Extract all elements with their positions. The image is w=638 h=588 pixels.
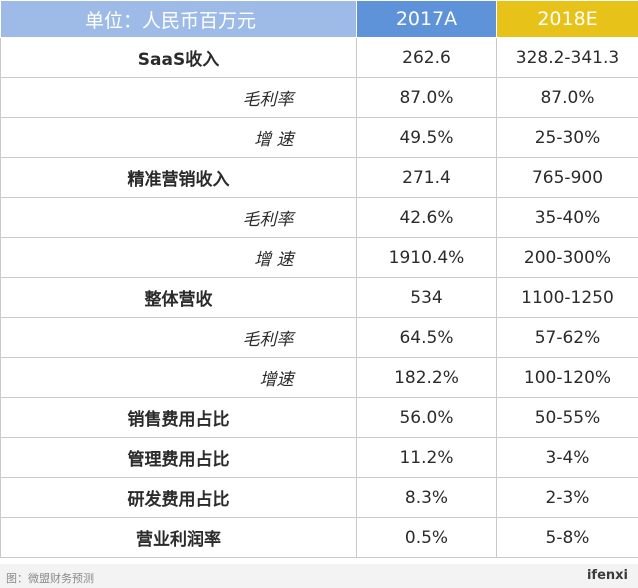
table-row: 研发费用占比 8.3% 2-3% — [0, 477, 638, 518]
table-row: 整体营收 534 1100-1250 — [0, 277, 638, 318]
table-row: 增 速 1910.4% 200-300% — [0, 237, 638, 278]
value-2017-cell: 1910.4% — [356, 237, 497, 278]
value-2017-cell: 64.5% — [356, 317, 497, 358]
value-2017-cell: 262.6 — [356, 37, 497, 78]
table-body: SaaS收入 262.6 328.2-341.3 毛利率 87.0% 87.0% 增 速 49… — [0, 37, 638, 558]
footer-bar: 图：微盟财务预测 ifenxi — [0, 564, 638, 588]
value-2018-cell: 25-30% — [496, 117, 638, 158]
value-2018-cell: 100-120% — [496, 357, 638, 398]
year-2018-header: 2018E — [496, 0, 638, 38]
row-label-text: 增 速 — [254, 250, 294, 270]
row-label-text: SaaS收入 — [137, 50, 220, 70]
table-row: 毛利率 42.6% 35-40% — [0, 197, 638, 238]
row-label: 研发费用占比 — [0, 477, 357, 518]
value-2018-cell: 2-3% — [496, 477, 638, 518]
row-label-text: 精准营销收入 — [127, 170, 230, 190]
row-label: 精准营销收入 — [0, 157, 357, 198]
row-label: 管理费用占比 — [0, 437, 357, 478]
value-2017-cell: 42.6% — [356, 197, 497, 238]
value-2017-cell: 0.5% — [356, 517, 497, 558]
financial-forecast-table: 单位：人民币百万元 2017A 2018E SaaS收入 262.6 328.2-3… — [0, 0, 638, 558]
table-row: SaaS收入 262.6 328.2-341.3 — [0, 37, 638, 78]
row-label-text: 毛利率 — [242, 330, 294, 350]
table-row: 毛利率 87.0% 87.0% — [0, 77, 638, 118]
row-label-text: 销售费用占比 — [127, 410, 230, 430]
value-2017-cell: 8.3% — [356, 477, 497, 518]
table-row: 精准营销收入 271.4 765-900 — [0, 157, 638, 198]
value-2017-cell: 534 — [356, 277, 497, 318]
row-label-text: 毛利率 — [242, 90, 294, 110]
ifenxi-logo: ifenxi — [586, 568, 628, 583]
source-caption: 图：微盟财务预测 — [6, 572, 94, 585]
table-row: 增速 182.2% 100-120% — [0, 357, 638, 398]
table-header-row: 单位：人民币百万元 2017A 2018E — [0, 0, 638, 38]
value-2017-cell: 271.4 — [356, 157, 497, 198]
table-row: 管理费用占比 11.2% 3-4% — [0, 437, 638, 478]
row-label-text: 研发费用占比 — [127, 490, 230, 510]
unit-header: 单位：人民币百万元 — [0, 0, 357, 38]
row-sublabel: 增 速 — [0, 117, 357, 158]
value-2018-cell: 200-300% — [496, 237, 638, 278]
value-2017-cell: 182.2% — [356, 357, 497, 398]
value-2018-cell: 50-55% — [496, 397, 638, 438]
table-row: 毛利率 64.5% 57-62% — [0, 317, 638, 358]
value-2018-cell: 5-8% — [496, 517, 638, 558]
row-label-text: 整体营收 — [144, 290, 213, 310]
row-label: SaaS收入 — [0, 37, 357, 78]
row-label: 整体营收 — [0, 277, 357, 318]
row-sublabel: 增 速 — [0, 237, 357, 278]
row-label: 销售费用占比 — [0, 397, 357, 438]
row-label-text: 增速 — [259, 370, 294, 390]
value-2018-cell: 87.0% — [496, 77, 638, 118]
row-sublabel: 毛利率 — [0, 317, 357, 358]
value-2018-cell: 3-4% — [496, 437, 638, 478]
table-row: 营业利润率 0.5% 5-8% — [0, 517, 638, 558]
value-2018-cell: 1100-1250 — [496, 277, 638, 318]
row-sublabel: 增速 — [0, 357, 357, 398]
value-2017-cell: 49.5% — [356, 117, 497, 158]
value-2018-cell: 57-62% — [496, 317, 638, 358]
row-label-text: 管理费用占比 — [127, 450, 230, 470]
value-2018-cell: 35-40% — [496, 197, 638, 238]
value-2018-cell: 765-900 — [496, 157, 638, 198]
row-label-text: 毛利率 — [242, 210, 294, 230]
row-sublabel: 毛利率 — [0, 77, 357, 118]
table-row: 销售费用占比 56.0% 50-55% — [0, 397, 638, 438]
row-label-text: 营业利润率 — [136, 530, 221, 550]
value-2017-cell: 87.0% — [356, 77, 497, 118]
value-2017-cell: 11.2% — [356, 437, 497, 478]
value-2017-cell: 56.0% — [356, 397, 497, 438]
value-2018-cell: 328.2-341.3 — [496, 37, 638, 78]
row-label-text: 增 速 — [254, 130, 294, 150]
row-label: 营业利润率 — [0, 517, 357, 558]
table-row: 增 速 49.5% 25-30% — [0, 117, 638, 158]
year-2017-header: 2017A — [356, 0, 497, 38]
row-sublabel: 毛利率 — [0, 197, 357, 238]
